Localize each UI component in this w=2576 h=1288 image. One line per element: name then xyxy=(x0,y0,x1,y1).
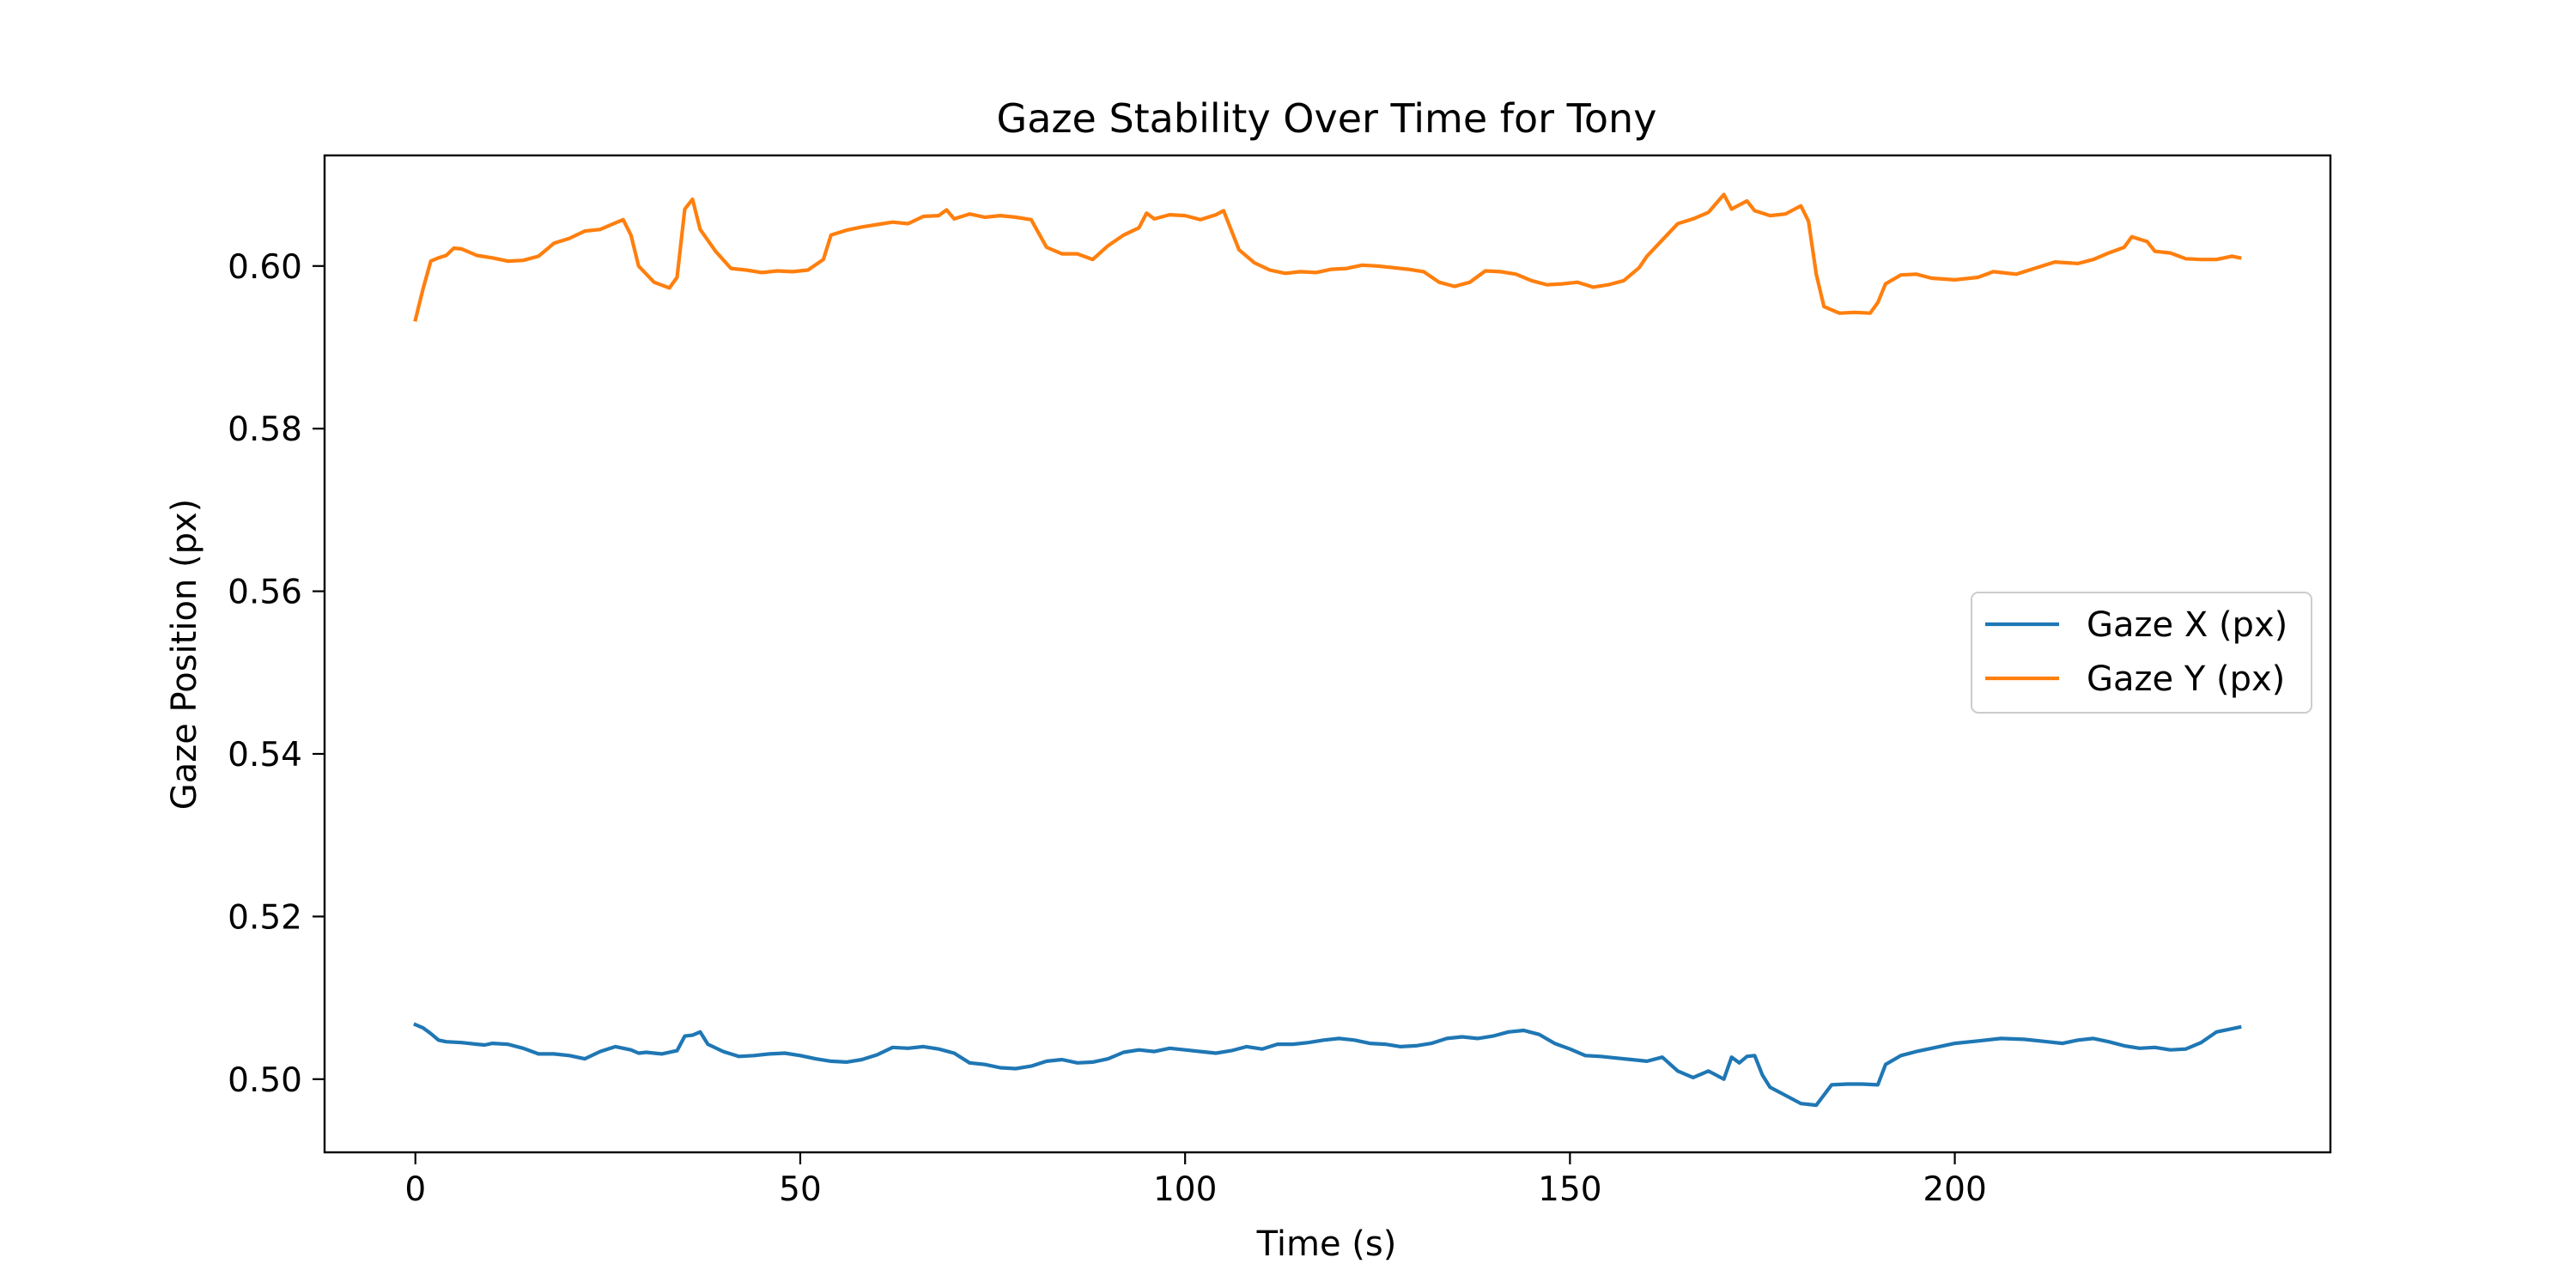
x-tick-label: 0 xyxy=(404,1170,426,1209)
x-tick-label: 50 xyxy=(779,1170,822,1209)
series-line-gaze-x xyxy=(413,1022,2242,1108)
y-tick-label: 0.52 xyxy=(228,898,302,937)
legend-items: Gaze X (px) Gaze Y (px) xyxy=(1985,605,2287,699)
legend-label-gaze-x: Gaze X (px) xyxy=(2087,605,2287,645)
y-axis-label: Gaze Position (px) xyxy=(165,499,204,811)
y-axis-ticks: 0.50 0.52 0.54 0.56 0.58 0.60 xyxy=(228,248,325,1100)
y-tick-label: 0.56 xyxy=(228,574,302,612)
series-line-gaze-y xyxy=(413,192,2242,322)
plot-frame xyxy=(323,154,2332,1154)
y-tick-label: 0.58 xyxy=(228,410,302,449)
x-axis-ticks: 0 50 100 150 200 xyxy=(404,1152,1987,1209)
x-axis-label: Time (s) xyxy=(1256,1224,1397,1264)
chart-title: Gaze Stability Over Time for Tony xyxy=(997,95,1657,142)
y-tick-label: 0.60 xyxy=(228,248,302,287)
y-tick-label: 0.54 xyxy=(228,736,302,775)
x-tick-label: 150 xyxy=(1538,1170,1601,1209)
x-tick-label: 200 xyxy=(1923,1170,1986,1209)
x-tick-label: 100 xyxy=(1153,1170,1217,1209)
y-tick-label: 0.50 xyxy=(228,1061,302,1100)
legend: Gaze X (px) Gaze Y (px) xyxy=(1971,592,2312,714)
legend-label-gaze-y: Gaze Y (px) xyxy=(2087,659,2285,699)
series-layer xyxy=(413,192,2242,1108)
